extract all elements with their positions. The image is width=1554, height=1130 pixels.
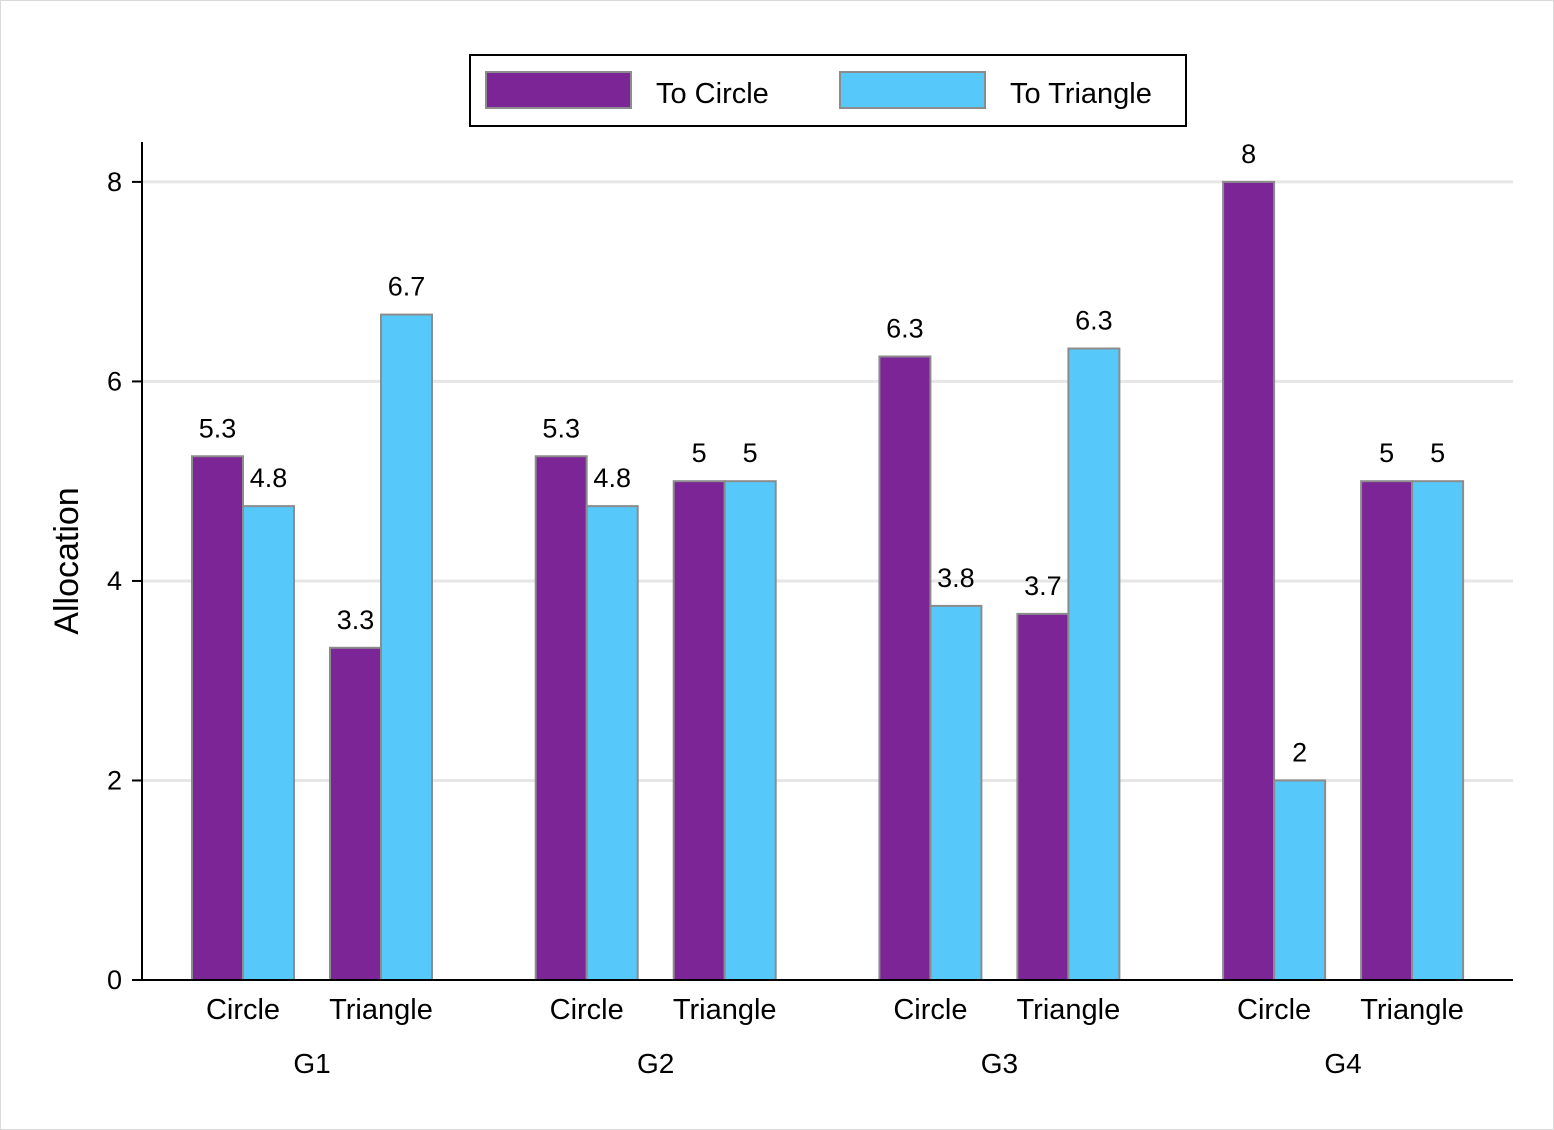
bar-value-label: 6.3: [1075, 306, 1113, 336]
bar: [1360, 480, 1414, 981]
y-tick-label: 2: [107, 765, 122, 795]
bar-value-label: 3.8: [937, 563, 975, 593]
y-tick-label: 4: [107, 566, 122, 596]
group-label: G1: [293, 1048, 330, 1079]
bar-value-label: 2: [1292, 737, 1307, 767]
category-label: Triangle: [1017, 994, 1121, 1026]
bar: [585, 505, 639, 981]
bar-value-label: 5: [743, 438, 758, 468]
group-label: G3: [981, 1048, 1018, 1079]
bar-value-label: 3.3: [337, 605, 375, 635]
y-axis-title: Allocation: [48, 487, 86, 634]
bar-value-label: 4.8: [593, 463, 631, 493]
y-tick-label: 0: [107, 965, 122, 995]
bar: [723, 480, 777, 981]
group-label: G2: [637, 1048, 674, 1079]
bar: [1411, 480, 1465, 981]
bar-value-label: 5: [1430, 438, 1445, 468]
bar: [878, 355, 932, 981]
bar: [1067, 347, 1121, 981]
y-tick-label: 6: [107, 366, 122, 396]
bar-value-label: 6.3: [886, 313, 924, 343]
bar: [929, 604, 983, 982]
legend-label: To Circle: [656, 78, 769, 110]
bar-value-label: 5.3: [199, 413, 237, 443]
legend: To Circle To Triangle: [469, 54, 1187, 127]
legend-swatch: [485, 71, 632, 109]
category-label: Triangle: [329, 994, 433, 1026]
y-tick-label: 8: [107, 167, 122, 197]
axes: [132, 142, 1513, 981]
bar: [1273, 779, 1327, 981]
bars: [191, 180, 1465, 982]
bar-value-label: 3.7: [1024, 571, 1062, 601]
bar: [672, 480, 726, 981]
category-label: Circle: [1237, 994, 1311, 1026]
bar: [329, 646, 382, 981]
legend-label: To Triangle: [1010, 78, 1152, 110]
bar-value-label: 5.3: [542, 413, 580, 443]
legend-swatch: [839, 71, 986, 109]
bar-value-label: 8: [1241, 139, 1256, 169]
category-label: Circle: [550, 994, 624, 1026]
bar-value-label: 5: [1379, 438, 1394, 468]
bar: [1222, 180, 1276, 981]
bar: [191, 455, 244, 981]
labels: 0 2 4 6 8 5.3 4.8 Circle 3.3 6.7 Triangle G1 5.3 4.8 C…: [48, 139, 1464, 1079]
category-label: Triangle: [1360, 994, 1464, 1026]
category-label: Circle: [893, 994, 967, 1026]
category-label: Circle: [206, 994, 280, 1026]
bar: [1016, 612, 1070, 981]
group-label: G4: [1324, 1048, 1361, 1079]
bar: [534, 455, 588, 981]
bar-value-label: 5: [692, 438, 707, 468]
bar: [242, 505, 295, 981]
bar-value-label: 6.7: [388, 272, 426, 302]
bar-value-label: 4.8: [250, 463, 288, 493]
bar: [380, 313, 433, 982]
category-label: Triangle: [673, 994, 777, 1026]
